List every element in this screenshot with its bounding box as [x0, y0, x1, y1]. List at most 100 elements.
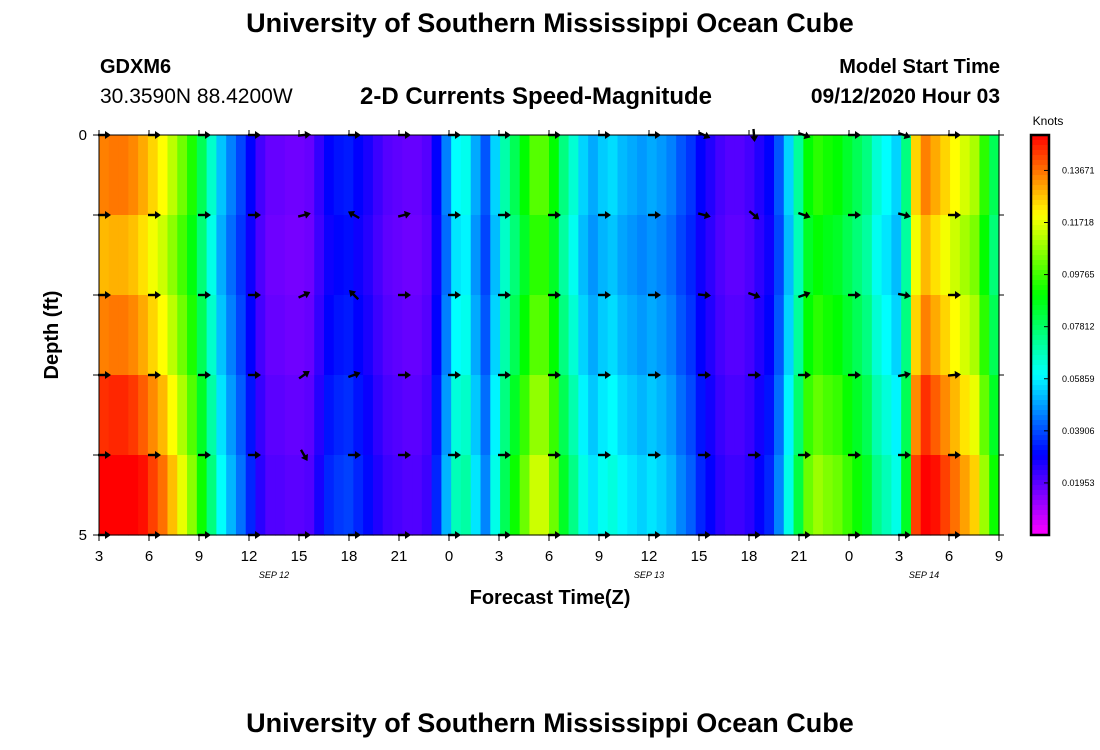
- arrow-head: [255, 371, 261, 379]
- heatmap-cell: [959, 455, 971, 536]
- current-arrow: [148, 451, 161, 459]
- heatmap-cell: [294, 215, 306, 296]
- arrow-head: [301, 453, 308, 462]
- colorbar-segment: [1031, 355, 1049, 361]
- current-arrow: [848, 451, 861, 459]
- arrow-head: [805, 451, 811, 459]
- arrow-head: [655, 451, 661, 459]
- heatmap-cell: [950, 135, 961, 216]
- heatmap-cell: [147, 135, 159, 216]
- heatmap-cell: [920, 295, 932, 376]
- colorbar-segment: [1031, 210, 1049, 216]
- heatmap-cell: [822, 135, 834, 216]
- x-tick-label: 12: [641, 548, 658, 565]
- heatmap-cell: [725, 455, 736, 536]
- heatmap-cell: [832, 455, 844, 536]
- heatmap-cell: [568, 135, 579, 216]
- station-id: GDXM6: [100, 56, 172, 78]
- heatmap-cell: [734, 295, 746, 376]
- colorbar-segment: [1031, 170, 1049, 176]
- heatmap-cell: [793, 455, 804, 536]
- heatmap-cell: [803, 135, 814, 216]
- heatmap-cell: [470, 135, 482, 216]
- heatmap-cell: [539, 135, 550, 216]
- x-tick-label: 12: [241, 548, 258, 565]
- heatmap-cell: [451, 135, 462, 216]
- current-arrow: [798, 371, 811, 379]
- heatmap-cell: [715, 455, 726, 536]
- heatmap-cell: [108, 295, 120, 376]
- heatmap-cell: [959, 215, 971, 296]
- heatmap-cell: [441, 135, 452, 216]
- colorbar-segment: [1031, 430, 1049, 436]
- heatmap-cell: [480, 135, 491, 216]
- colorbar-tick-label: 0.01953: [1062, 478, 1095, 488]
- x-tick-label: 0: [445, 548, 453, 565]
- heatmap-cell: [871, 135, 883, 216]
- heatmap-cell: [392, 215, 403, 296]
- heatmap-cell: [216, 135, 227, 216]
- heatmap-cell: [725, 135, 736, 216]
- heatmap-cell: [578, 215, 589, 296]
- heatmap-cell: [783, 215, 795, 296]
- x-tick-label: 3: [495, 548, 503, 565]
- heatmap-cell: [187, 135, 198, 216]
- colorbar-segment: [1031, 240, 1049, 246]
- heatmap-cell: [627, 455, 638, 536]
- arrow-head: [855, 451, 861, 459]
- heatmap-cell: [138, 135, 149, 216]
- heatmap-cell: [607, 375, 619, 456]
- heatmap-cell: [500, 455, 511, 536]
- heatmap-cell: [607, 295, 619, 376]
- heatmap-cell: [959, 375, 971, 456]
- heatmap-cell: [950, 295, 961, 376]
- x-tick-label: 9: [195, 548, 203, 565]
- heatmap-cell: [764, 295, 775, 376]
- colorbar-segment: [1031, 335, 1049, 341]
- colorbar-segment: [1031, 505, 1049, 511]
- heatmap-cell: [646, 375, 658, 456]
- heatmap-cell: [324, 295, 335, 376]
- heatmap-cell: [901, 455, 912, 536]
- heatmap-cell: [685, 215, 697, 296]
- arrow-head: [205, 291, 211, 299]
- heatmap-cell: [597, 215, 609, 296]
- heatmap-cell: [147, 295, 159, 376]
- colorbar-segment: [1031, 300, 1049, 306]
- current-arrow: [750, 128, 759, 142]
- heatmap-cell: [862, 375, 873, 456]
- heatmap-cell: [284, 215, 296, 296]
- arrow-head: [255, 291, 261, 299]
- heatmap-cell: [666, 375, 677, 456]
- heatmap-cell: [353, 455, 364, 536]
- heatmap-cell: [989, 375, 1000, 456]
- arrow-head: [105, 291, 111, 299]
- arrow-head: [904, 370, 911, 379]
- heatmap-cell: [637, 215, 648, 296]
- heatmap-cell: [558, 375, 570, 456]
- heatmap-cell: [832, 375, 844, 456]
- current-arrow: [248, 371, 261, 379]
- colorbar-segment: [1031, 140, 1049, 146]
- heatmap-cell: [118, 295, 129, 376]
- x-tick-label: 6: [145, 548, 153, 565]
- arrow-head: [803, 211, 811, 220]
- heatmap-cell: [842, 215, 853, 296]
- heatmap-cell: [637, 135, 648, 216]
- heatmap-cell: [910, 375, 922, 456]
- heatmap-cell: [118, 215, 129, 296]
- arrow-head: [555, 371, 561, 379]
- heatmap-cell: [774, 375, 785, 456]
- current-arrow: [248, 291, 261, 299]
- heatmap-cell: [744, 455, 756, 536]
- heatmap-cell: [862, 135, 873, 216]
- heatmap-cell: [656, 455, 667, 536]
- heatmap-cell: [549, 295, 560, 376]
- heatmap-cell: [627, 295, 638, 376]
- heatmap-cell: [607, 135, 619, 216]
- heatmap-cell: [940, 375, 951, 456]
- heatmap-cell: [891, 215, 902, 296]
- heatmap-cell: [343, 135, 354, 216]
- heatmap-cell: [783, 455, 795, 536]
- arrow-head: [555, 211, 561, 219]
